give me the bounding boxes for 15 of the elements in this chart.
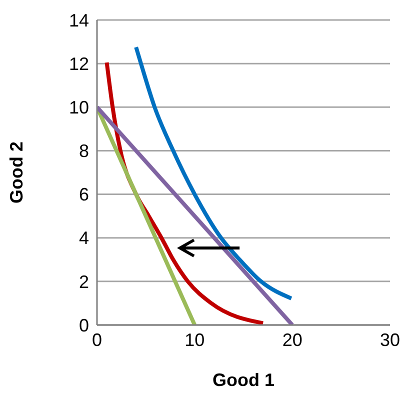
y-tick-label: 12 [68, 54, 89, 74]
x-tick-label: 30 [380, 330, 400, 350]
y-tick-label: 14 [68, 10, 89, 30]
x-tick-label: 20 [282, 330, 302, 350]
y-tick-label: 8 [78, 141, 89, 162]
y-tick-label: 10 [68, 98, 89, 118]
y-axis-title: Good 2 [6, 142, 26, 204]
y-tick-label: 0 [78, 315, 89, 336]
x-axis-title: Good 1 [212, 370, 274, 390]
y-tick-label: 6 [78, 184, 89, 205]
line-series [134, 45, 294, 300]
x-tick-label: 10 [184, 330, 205, 350]
y-tick-label: 2 [78, 272, 89, 292]
x-tick-label: 0 [92, 330, 102, 350]
y-tick-label: 4 [78, 228, 89, 248]
